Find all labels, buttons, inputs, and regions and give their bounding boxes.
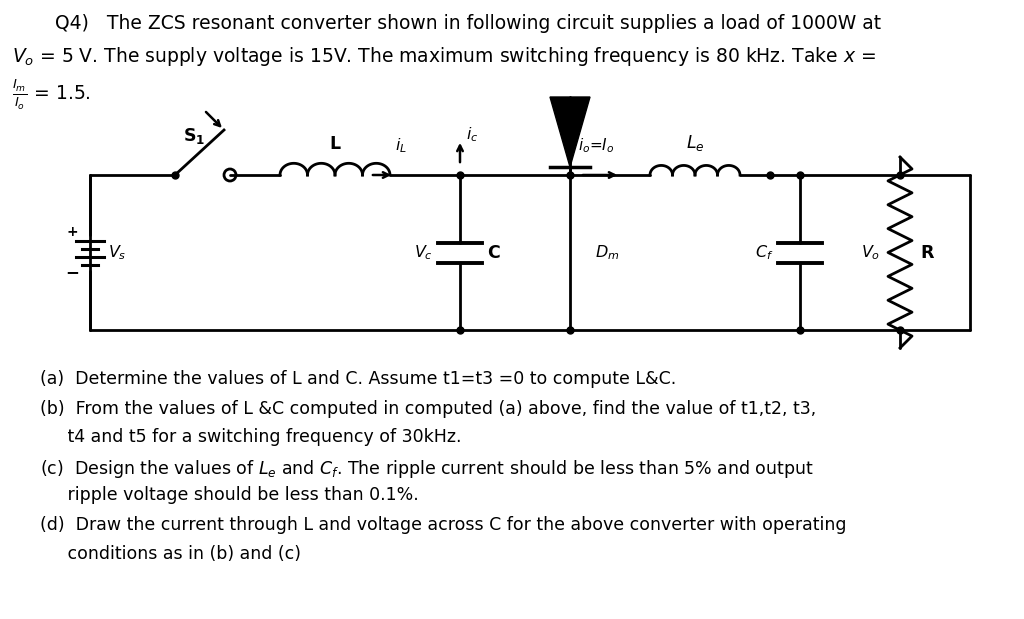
- Text: Q4)   The ZCS resonant converter shown in following circuit supplies a load of 1: Q4) The ZCS resonant converter shown in …: [55, 14, 881, 33]
- Text: $i_c$: $i_c$: [466, 126, 478, 144]
- Text: (b)  From the values of L &C computed in computed (a) above, find the value of t: (b) From the values of L &C computed in …: [40, 400, 816, 418]
- Text: conditions as in (b) and (c): conditions as in (b) and (c): [40, 545, 301, 563]
- Text: L: L: [330, 135, 341, 153]
- Text: $V_o$ = 5 V. The supply voltage is 15V. The maximum switching frequency is 80 kH: $V_o$ = 5 V. The supply voltage is 15V. …: [12, 45, 876, 68]
- Text: $V_c$: $V_c$: [414, 243, 433, 262]
- Text: (d)  Draw the current through L and voltage across C for the above converter wit: (d) Draw the current through L and volta…: [40, 516, 847, 534]
- Text: −: −: [66, 264, 79, 282]
- Text: (c)  Design the values of $L_e$ and $C_f$. The ripple current should be less tha: (c) Design the values of $L_e$ and $C_f$…: [40, 458, 814, 480]
- Text: (a)  Determine the values of L and C. Assume t1=t3 =0 to compute L&C.: (a) Determine the values of L and C. Ass…: [40, 370, 676, 388]
- Text: $L_e$: $L_e$: [686, 133, 705, 153]
- Text: $\frac{I_m}{I_o}$ = 1.5.: $\frac{I_m}{I_o}$ = 1.5.: [12, 78, 91, 112]
- Text: +: +: [67, 225, 78, 240]
- Text: $V_s$: $V_s$: [108, 243, 127, 262]
- Text: R: R: [920, 243, 934, 261]
- Text: $i_L$: $i_L$: [395, 136, 407, 155]
- Text: $D_m$: $D_m$: [595, 243, 620, 262]
- Text: ripple voltage should be less than 0.1%.: ripple voltage should be less than 0.1%.: [40, 486, 419, 504]
- Text: $\mathbf{S_1}$: $\mathbf{S_1}$: [183, 126, 206, 146]
- Text: C: C: [487, 243, 500, 261]
- Polygon shape: [550, 97, 590, 167]
- Text: $C_f$: $C_f$: [755, 243, 773, 262]
- Text: $V_o$: $V_o$: [861, 243, 880, 262]
- Text: t4 and t5 for a switching frequency of 30kHz.: t4 and t5 for a switching frequency of 3…: [40, 428, 462, 446]
- Text: $i_o$=$I_o$: $i_o$=$I_o$: [578, 136, 614, 155]
